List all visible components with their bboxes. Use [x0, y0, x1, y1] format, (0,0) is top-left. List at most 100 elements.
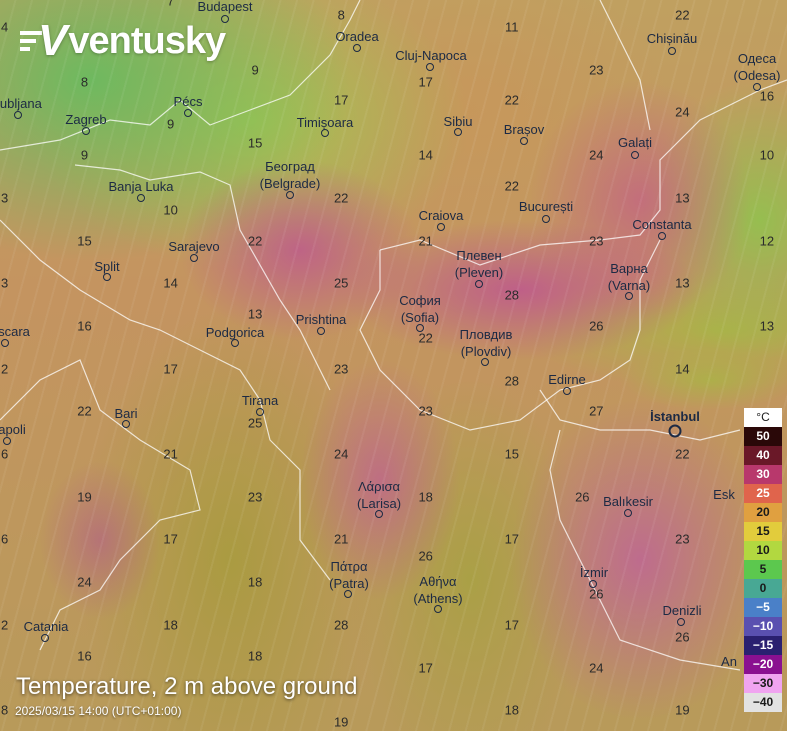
temperature-value: 26 [418, 548, 433, 564]
city-marker[interactable] [658, 232, 666, 240]
city-marker[interactable] [563, 387, 571, 395]
city-marker[interactable] [375, 510, 383, 518]
city-marker[interactable] [437, 223, 445, 231]
city-marker[interactable] [542, 215, 550, 223]
temperature-value: 13 [675, 190, 690, 206]
city-label[interactable]: Cluj-Napoca [395, 48, 467, 63]
city-marker[interactable] [321, 129, 329, 137]
city-label[interactable]: scara [0, 324, 30, 339]
temperature-value: 22 [675, 446, 690, 462]
city-marker[interactable] [3, 437, 11, 445]
city-marker[interactable] [122, 420, 130, 428]
temperature-value: 21 [333, 531, 349, 547]
city-label[interactable]: Brașov [503, 122, 545, 137]
city-label[interactable]: София (Sofia) [399, 293, 441, 325]
city-marker[interactable] [221, 15, 229, 23]
city-marker[interactable] [416, 324, 424, 332]
city-label[interactable]: An [721, 654, 737, 669]
city-label[interactable]: Λάρισα (Larisa) [356, 479, 402, 511]
temperature-value: 25 [333, 275, 349, 291]
city-marker[interactable] [668, 47, 676, 55]
city-marker[interactable] [668, 424, 682, 438]
city-marker[interactable] [41, 634, 49, 642]
city-marker[interactable] [317, 327, 325, 335]
city-label[interactable]: Pécs [173, 94, 203, 109]
city-label[interactable]: Banja Luka [108, 179, 174, 194]
city-label[interactable]: Плевен (Pleven) [454, 248, 504, 280]
city-label[interactable]: Chișinău [646, 31, 698, 46]
temperature-value: 18 [247, 648, 263, 663]
temperature-value: 8 [0, 702, 9, 718]
city-marker[interactable] [103, 273, 111, 281]
city-marker[interactable] [624, 509, 632, 517]
city-marker[interactable] [434, 605, 442, 613]
temperature-value: 21 [418, 233, 433, 248]
city-label[interactable]: Bari [114, 406, 138, 421]
city-label[interactable]: Budapest [197, 0, 253, 14]
city-label[interactable]: Denizli [662, 603, 702, 618]
city-label[interactable]: Варна (Varna) [607, 261, 651, 293]
city-marker[interactable] [631, 151, 639, 159]
city-label[interactable]: Split [94, 259, 120, 274]
temperature-value: 18 [247, 574, 263, 590]
temperature-value: 22 [675, 7, 690, 23]
city-label[interactable]: Prishtina [295, 312, 347, 327]
city-label[interactable]: Πάτρα (Patra) [329, 559, 369, 591]
legend-unit: °C [744, 408, 782, 427]
city-label[interactable]: Zagreb [65, 112, 107, 127]
city-marker[interactable] [589, 580, 597, 588]
city-label[interactable]: Αθήνα (Athens) [413, 574, 463, 606]
city-label[interactable]: Catania [23, 619, 69, 634]
city-label[interactable]: apoli [0, 422, 26, 437]
city-label[interactable]: Timișoara [296, 115, 354, 130]
city-marker[interactable] [184, 109, 192, 117]
city-marker[interactable] [190, 254, 198, 262]
city-label[interactable]: Esk [713, 487, 735, 502]
city-marker[interactable] [475, 280, 483, 288]
city-label[interactable]: Constanta [632, 217, 692, 232]
city-marker[interactable] [454, 128, 462, 136]
temperature-value: 23 [418, 403, 433, 419]
city-label[interactable]: ljubljana [0, 96, 42, 111]
city-marker[interactable] [256, 408, 264, 416]
city-marker[interactable] [481, 358, 489, 366]
city-marker[interactable] [353, 44, 361, 52]
city-label[interactable]: Podgorica [205, 325, 265, 340]
ventusky-logo[interactable]: V ventusky [20, 16, 226, 66]
city-label[interactable]: Београд (Belgrade) [259, 159, 321, 191]
city-marker[interactable] [231, 339, 239, 347]
city-label[interactable]: Edirne [548, 372, 586, 387]
temperature-value: 19 [333, 714, 349, 730]
city-marker[interactable] [82, 127, 90, 135]
city-label[interactable]: Balıkesir [603, 494, 653, 509]
temperature-value: 13 [759, 318, 775, 334]
city-label[interactable]: Craiova [418, 208, 464, 223]
city-label[interactable]: Oradea [335, 29, 379, 44]
temperature-legend[interactable]: °C 50 40 30 25 20 15 10 5 0 −5 −10 −15 −20 −30 −40 [744, 408, 782, 712]
legend-stop: −5 [744, 598, 782, 617]
city-label[interactable]: Tirana [241, 393, 279, 408]
temperature-value: 22 [504, 178, 520, 194]
city-label[interactable]: Galați [618, 135, 652, 150]
city-label[interactable]: București [518, 199, 574, 214]
city-marker[interactable] [677, 618, 685, 626]
city-marker[interactable] [426, 63, 434, 71]
city-marker[interactable] [625, 292, 633, 300]
city-label[interactable]: Пловдив (Plovdiv) [459, 327, 513, 359]
city-label[interactable]: İzmir [579, 565, 609, 580]
city-marker[interactable] [520, 137, 528, 145]
city-marker[interactable] [14, 111, 22, 119]
city-marker[interactable] [137, 194, 145, 202]
forecast-timestamp[interactable]: 2025/03/15 14:00 (UTC+01:00) [15, 704, 182, 718]
city-marker[interactable] [344, 590, 352, 598]
city-marker[interactable] [286, 191, 294, 199]
city-marker[interactable] [1, 339, 9, 347]
legend-stop: 25 [744, 484, 782, 503]
temperature-value: 6 [0, 531, 9, 547]
city-marker[interactable] [753, 83, 761, 91]
city-label[interactable]: Одеса (Odesa) [733, 51, 781, 83]
city-label[interactable]: İstanbul [650, 409, 700, 424]
city-label[interactable]: Sibiu [443, 114, 473, 129]
city-label[interactable]: Sarajevo [168, 239, 220, 254]
